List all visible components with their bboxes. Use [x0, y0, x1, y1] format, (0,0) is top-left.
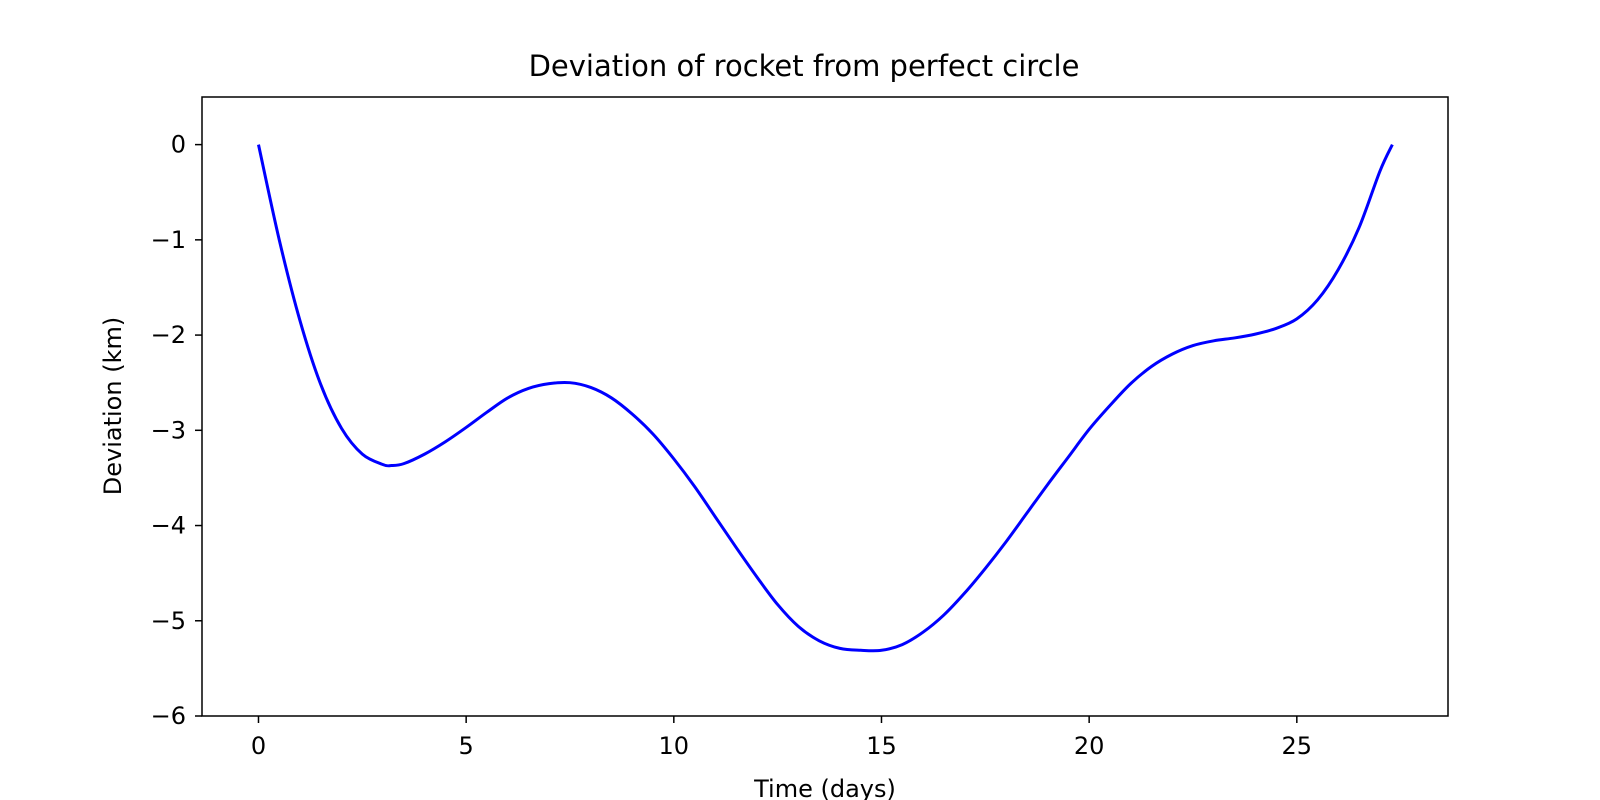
- x-axis-label: Time (days): [753, 775, 896, 800]
- y-tick-label: −1: [151, 226, 186, 254]
- y-tick-label: −6: [151, 702, 186, 730]
- x-tick-label: 5: [459, 732, 474, 760]
- y-tick-label: 0: [171, 131, 186, 159]
- plot-lines: [257, 143, 1394, 653]
- y-tick-label: −4: [151, 512, 186, 540]
- y-axis-label: Deviation (km): [99, 317, 127, 495]
- y-axis: 0 −1 −2 −3 −4 −5 −6: [151, 131, 202, 730]
- x-tick-label: 15: [866, 732, 897, 760]
- x-tick-label: 10: [659, 732, 690, 760]
- chart-title: Deviation of rocket from perfect circle: [529, 49, 1080, 83]
- y-tick-label: −3: [151, 416, 186, 444]
- series-line: [257, 143, 1394, 653]
- x-tick-label: 0: [251, 732, 266, 760]
- x-axis: 0 5 10 15 20 25: [251, 716, 1312, 760]
- x-tick-label: 25: [1282, 732, 1313, 760]
- y-tick-label: −2: [151, 321, 186, 349]
- plot-area-frame: [201, 96, 1449, 717]
- y-tick-label: −5: [151, 607, 186, 635]
- x-tick-label: 20: [1074, 732, 1105, 760]
